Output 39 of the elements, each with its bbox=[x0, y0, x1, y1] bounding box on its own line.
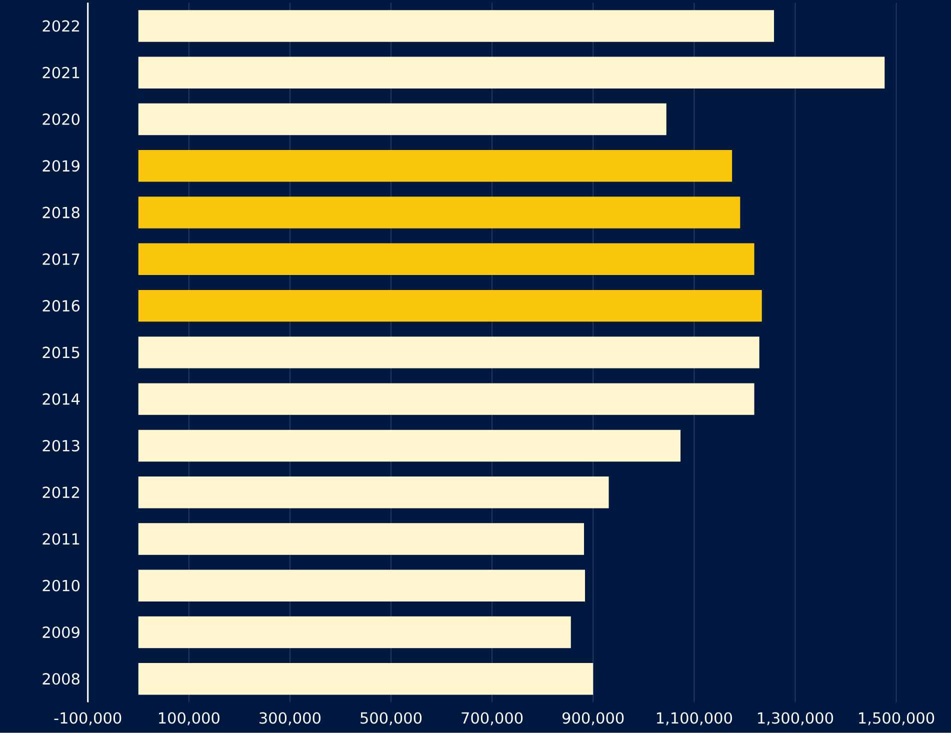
x-tick-label: 700,000 bbox=[462, 712, 523, 726]
x-tick-label: -100,000 bbox=[54, 712, 122, 726]
y-tick-label: 2017 bbox=[42, 254, 80, 266]
y-tick-label: 2013 bbox=[42, 440, 80, 452]
y-tick-label: 2015 bbox=[42, 346, 80, 358]
y-tick-label: 2010 bbox=[42, 580, 80, 592]
y-tick-label: 2021 bbox=[42, 66, 80, 79]
y-tick-label: 2012 bbox=[42, 486, 79, 498]
bar bbox=[138, 663, 594, 695]
bar bbox=[138, 336, 760, 368]
bar bbox=[138, 150, 732, 182]
x-tick-label: 1,500,000 bbox=[859, 712, 934, 726]
bar bbox=[138, 476, 609, 508]
y-tick-label: 2019 bbox=[42, 160, 80, 172]
bar bbox=[138, 10, 774, 42]
y-tick-label: 2014 bbox=[42, 393, 80, 405]
x-tick-label: 500,000 bbox=[360, 712, 422, 726]
bar bbox=[138, 616, 571, 648]
bar bbox=[138, 570, 586, 602]
y-tick-label: 2008 bbox=[42, 673, 80, 685]
bar bbox=[138, 290, 762, 322]
bar bbox=[138, 104, 666, 136]
y-tick-label: 2016 bbox=[42, 300, 80, 312]
y-tick-label: 2011 bbox=[42, 533, 80, 545]
y-tick-label: 2020 bbox=[42, 114, 80, 126]
bar bbox=[138, 383, 754, 416]
y-tick-label: 2022 bbox=[42, 20, 79, 32]
bar bbox=[138, 196, 740, 229]
x-tick-label: 1,300,000 bbox=[758, 712, 834, 726]
x-tick-label: 1,100,000 bbox=[656, 712, 732, 726]
x-tick-label: 300,000 bbox=[260, 712, 320, 726]
x-tick-label: 100,000 bbox=[159, 712, 220, 726]
bar bbox=[138, 523, 584, 555]
bar bbox=[138, 243, 754, 276]
bar bbox=[138, 56, 885, 89]
y-tick-label: 2018 bbox=[42, 206, 80, 218]
x-tick-label: 900,000 bbox=[562, 712, 624, 726]
y-tick-label: 2009 bbox=[42, 626, 80, 638]
bar bbox=[138, 430, 681, 462]
